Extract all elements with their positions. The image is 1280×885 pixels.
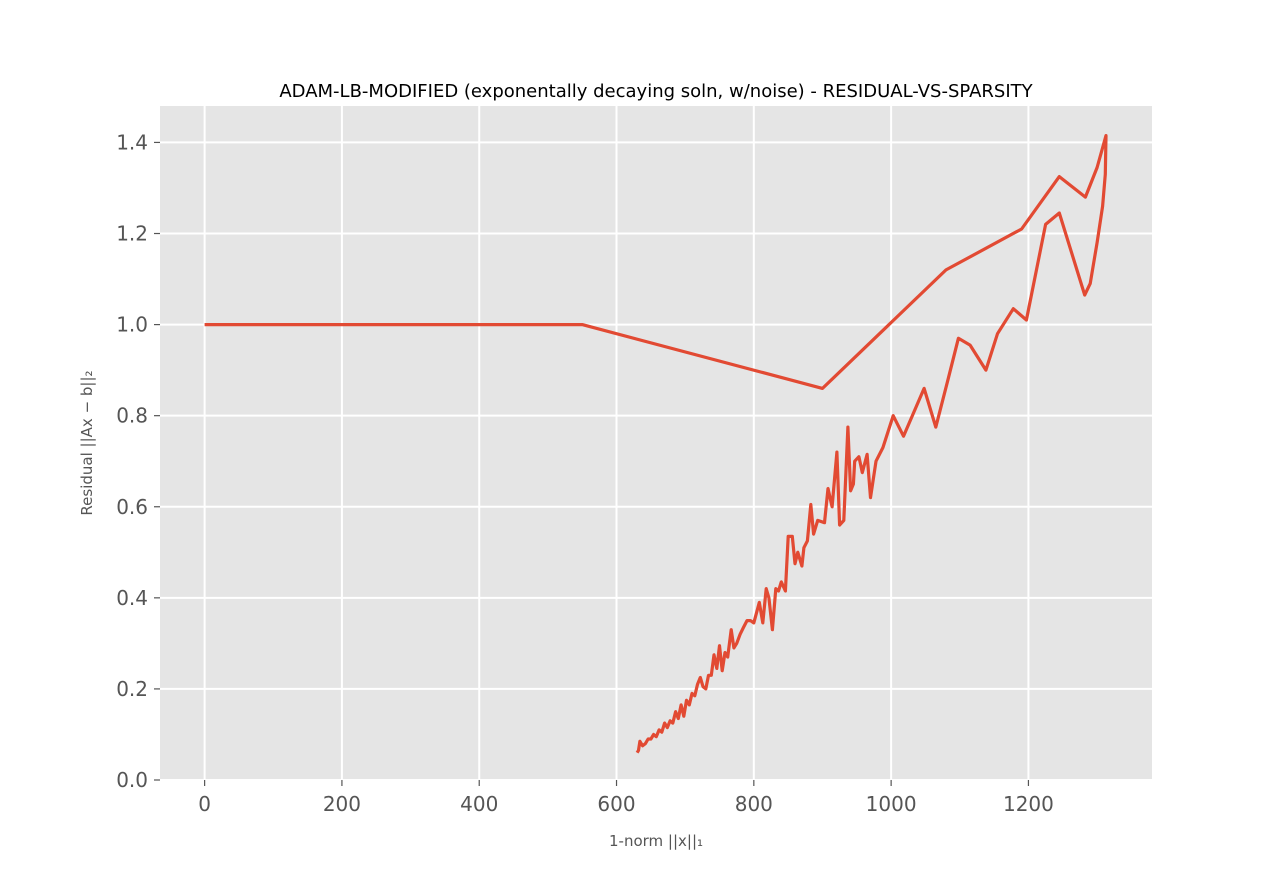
y-tick-label: 0.4 <box>116 586 148 610</box>
plot-area <box>160 106 1152 780</box>
x-tick-label: 1000 <box>866 792 917 816</box>
y-axis-ticks: 0.0 0.2 0.4 0.6 0.8 1.0 1.2 1.4 <box>116 130 160 792</box>
x-tick-label: 0 <box>198 792 211 816</box>
y-tick-label: 1.2 <box>116 222 148 246</box>
y-axis-label: Residual ||Ax − b||₂ <box>78 370 96 515</box>
y-gridlines <box>160 141 1152 781</box>
x-axis-ticks: 0 200 400 600 800 1000 1200 <box>198 780 1054 816</box>
series-line <box>204 134 1108 754</box>
y-tick-label: 0.8 <box>116 404 148 428</box>
y-tick-label: 0.0 <box>116 768 148 792</box>
x-tick-label: 600 <box>597 792 635 816</box>
y-tick-label: 1.0 <box>116 313 148 337</box>
x-tick-label: 1200 <box>1003 792 1054 816</box>
y-tick-label: 1.4 <box>116 130 148 154</box>
x-tick-label: 200 <box>323 792 361 816</box>
x-gridlines <box>203 106 1030 780</box>
series-layer <box>204 134 1108 754</box>
x-tick-label: 400 <box>460 792 498 816</box>
y-tick-label: 0.2 <box>116 677 148 701</box>
y-tick-label: 0.6 <box>116 495 148 519</box>
x-axis-label: 1-norm ||x||₁ <box>609 832 703 850</box>
x-tick-label: 800 <box>735 792 773 816</box>
chart-title: ADAM-LB-MODIFIED (exponentally decaying … <box>279 81 1033 102</box>
